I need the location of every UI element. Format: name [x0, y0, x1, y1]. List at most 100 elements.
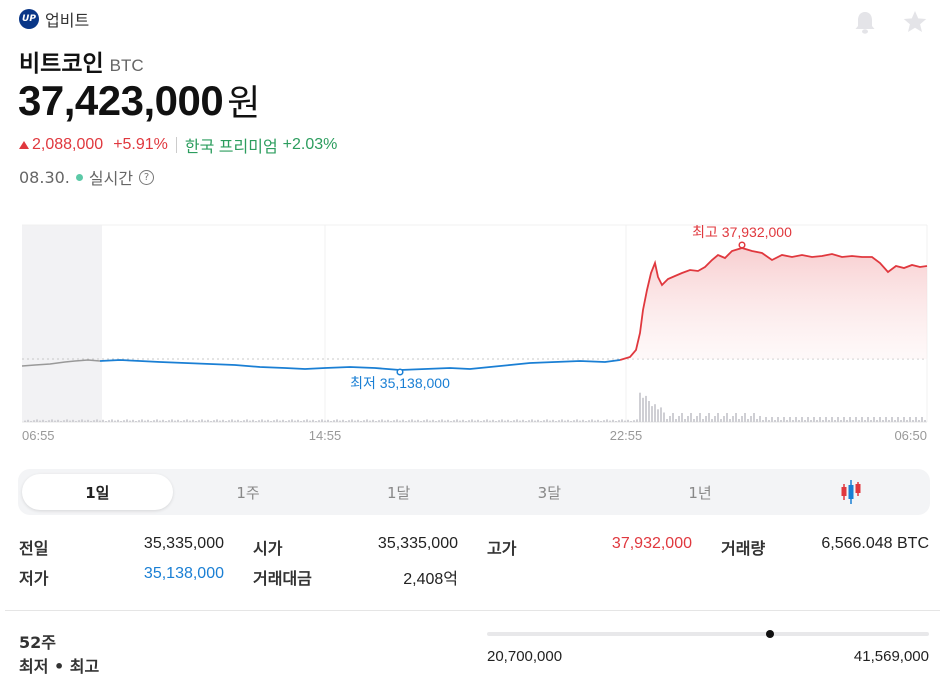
volume-bar	[789, 417, 791, 422]
volume-bar	[846, 420, 848, 422]
volume-bar	[198, 420, 200, 422]
volume-bar	[816, 420, 818, 422]
volume-bar	[594, 420, 596, 422]
volume-bar	[711, 419, 713, 422]
star-icon[interactable]	[901, 8, 929, 36]
volume-bar	[87, 419, 89, 422]
volume-bar	[237, 419, 239, 422]
volume-bar	[885, 417, 887, 422]
premium-label: 한국 프리미엄	[184, 139, 278, 156]
x-tick: 06:50	[894, 428, 927, 443]
volume-bar	[465, 421, 467, 422]
volume-bar	[459, 420, 461, 422]
volume-bar	[99, 420, 101, 422]
volume-bar	[453, 420, 455, 422]
volume-bar	[777, 417, 779, 422]
week52-label: 52주 최저 • 최고	[19, 631, 99, 679]
x-tick: 06:55	[22, 428, 55, 443]
volume-bar	[615, 421, 617, 422]
volume-bar	[546, 419, 548, 422]
volume-bar	[234, 420, 236, 422]
volume-bar	[684, 419, 686, 422]
low-marker	[396, 368, 404, 376]
tab-candlestick[interactable]	[775, 474, 926, 510]
volume-bar	[735, 413, 737, 422]
volume-bar	[822, 420, 824, 422]
week52-low: 20,700,000	[487, 648, 563, 665]
volume-bar	[216, 419, 218, 422]
volume-bar	[828, 420, 830, 422]
volume-bar	[522, 419, 524, 422]
up-area	[620, 248, 927, 360]
volume-bar	[819, 417, 821, 422]
volume-bar	[360, 421, 362, 422]
volume-bar	[825, 417, 827, 422]
volume-bar	[336, 419, 338, 422]
volume-bar	[786, 420, 788, 422]
volume-bar	[606, 419, 608, 422]
volume-bar	[693, 419, 695, 422]
volume-bar	[714, 416, 716, 422]
volume-bar	[633, 420, 635, 422]
tab-1year[interactable]: 1년	[688, 483, 712, 502]
volume-bar	[291, 419, 293, 422]
volume-bar	[405, 421, 407, 422]
volume-bar	[246, 419, 248, 422]
volume-bar	[156, 419, 158, 422]
volume-bar	[690, 413, 692, 422]
volume-bar	[882, 420, 884, 422]
volume-bar	[384, 420, 386, 422]
tab-1week[interactable]: 1주	[236, 483, 260, 502]
volume-bar	[843, 417, 845, 422]
down-line	[99, 359, 621, 371]
tab-1month[interactable]: 1달	[387, 483, 411, 502]
volume-bar	[264, 420, 266, 422]
volume-bar	[150, 421, 152, 422]
live-dot-icon	[75, 173, 83, 181]
volume-bar	[144, 420, 146, 422]
section-divider	[5, 610, 940, 611]
volume-bar	[276, 419, 278, 422]
tab-3months[interactable]: 3달	[537, 483, 562, 502]
tab-1day[interactable]: 1일	[22, 474, 173, 510]
volume-bar	[438, 420, 440, 422]
volume-bar	[906, 420, 908, 422]
volume-bar	[762, 420, 764, 422]
volume-bar	[669, 416, 671, 422]
volume-bar	[672, 413, 674, 422]
price-chart[interactable]: 최고 37,932,000 최저 35,138,000 06:55 14:55 …	[0, 215, 949, 450]
volume-bar	[810, 420, 812, 422]
volume-bar	[528, 420, 530, 422]
volume-bar	[180, 421, 182, 422]
bell-icon[interactable]	[851, 8, 879, 36]
change-row: 2,088,000 +5.91% 한국 프리미엄 +2.03%	[19, 133, 337, 157]
volume-bar	[540, 421, 542, 422]
volume-bar	[441, 419, 443, 422]
volume-bar	[81, 419, 83, 422]
volume-bar	[282, 419, 284, 422]
volume-bar	[744, 413, 746, 422]
volume-bar	[306, 419, 308, 422]
volume-bar	[915, 417, 917, 422]
pre-market-area	[22, 225, 102, 422]
volume-bar	[483, 420, 485, 422]
stat-label: 전일	[19, 539, 49, 558]
volume-bar	[321, 419, 323, 422]
source-header[interactable]: UP 업비트	[19, 7, 89, 31]
volume-bar	[813, 417, 815, 422]
volume-bar	[39, 420, 41, 422]
volume-bar	[750, 416, 752, 422]
volume-bar	[492, 419, 494, 422]
volume-bar	[462, 419, 464, 422]
volume-bar	[600, 421, 602, 422]
volume-bar	[183, 420, 185, 422]
volume-bar	[186, 419, 188, 422]
volume-bar	[909, 417, 911, 422]
volume-bar	[243, 420, 245, 422]
current-price: 37,423,000 원	[18, 74, 260, 126]
volume-bar	[411, 419, 413, 422]
help-icon[interactable]: ?	[139, 169, 155, 185]
volume-bar	[741, 416, 743, 422]
high-label: 최고 37,932,000	[692, 224, 792, 240]
volume-bar	[507, 419, 509, 422]
